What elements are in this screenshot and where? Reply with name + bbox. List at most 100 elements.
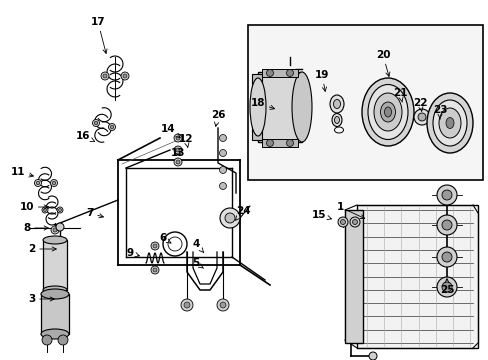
Ellipse shape (329, 95, 343, 113)
Ellipse shape (43, 236, 67, 244)
Text: 11: 11 (11, 167, 33, 177)
Circle shape (53, 228, 57, 232)
Text: 9: 9 (126, 248, 139, 258)
Circle shape (108, 123, 115, 131)
Circle shape (176, 160, 180, 164)
Bar (41, 294, 69, 334)
Text: 4: 4 (192, 239, 203, 252)
Ellipse shape (43, 286, 67, 294)
Circle shape (286, 69, 293, 77)
Bar (262, 69, 297, 77)
Circle shape (436, 247, 456, 267)
Circle shape (417, 113, 425, 121)
Circle shape (441, 220, 451, 230)
Circle shape (51, 226, 59, 234)
Circle shape (101, 72, 109, 80)
Circle shape (219, 166, 226, 174)
Circle shape (441, 252, 451, 262)
Circle shape (52, 181, 56, 185)
Circle shape (436, 185, 456, 205)
Circle shape (441, 190, 451, 200)
Circle shape (217, 299, 228, 311)
Circle shape (286, 140, 293, 147)
Text: 19: 19 (314, 70, 328, 91)
Ellipse shape (41, 329, 69, 339)
Text: 14: 14 (161, 124, 180, 138)
Circle shape (121, 72, 129, 80)
Bar (43, 240, 67, 290)
Circle shape (413, 109, 429, 125)
Ellipse shape (432, 100, 466, 146)
Circle shape (36, 181, 40, 185)
Circle shape (219, 149, 226, 157)
Circle shape (176, 136, 180, 140)
Bar (262, 139, 297, 147)
Text: 16: 16 (76, 131, 95, 141)
Text: 5: 5 (192, 258, 203, 268)
Circle shape (103, 74, 107, 78)
Circle shape (436, 277, 456, 297)
Circle shape (151, 242, 159, 250)
Text: 17: 17 (90, 17, 107, 53)
Text: 6: 6 (159, 233, 171, 243)
Circle shape (42, 335, 52, 345)
Text: 3: 3 (28, 294, 54, 304)
Ellipse shape (361, 78, 413, 146)
Circle shape (352, 220, 357, 225)
Text: 10: 10 (20, 202, 48, 212)
Text: 12: 12 (179, 134, 193, 147)
Circle shape (266, 140, 273, 147)
Circle shape (56, 223, 64, 231)
Circle shape (58, 335, 68, 345)
Text: 23: 23 (432, 105, 447, 119)
Circle shape (220, 208, 240, 228)
Circle shape (151, 266, 159, 274)
Circle shape (50, 180, 58, 186)
Circle shape (220, 302, 225, 308)
Text: 21: 21 (392, 88, 407, 102)
Bar (356, 205, 477, 348)
Text: 7: 7 (86, 208, 103, 218)
Ellipse shape (333, 99, 340, 108)
Ellipse shape (438, 108, 460, 138)
Circle shape (224, 213, 235, 223)
Circle shape (219, 135, 226, 141)
Circle shape (219, 183, 226, 189)
Text: 13: 13 (170, 148, 185, 158)
Circle shape (94, 121, 98, 125)
Circle shape (266, 69, 273, 77)
Circle shape (42, 207, 48, 213)
Circle shape (92, 120, 99, 126)
Text: 26: 26 (210, 110, 225, 126)
Circle shape (174, 134, 182, 142)
Ellipse shape (426, 93, 472, 153)
Text: 20: 20 (375, 50, 389, 76)
Circle shape (337, 217, 347, 227)
Circle shape (153, 268, 157, 272)
Text: 15: 15 (311, 210, 331, 220)
Circle shape (340, 220, 345, 225)
Text: 25: 25 (439, 279, 453, 295)
Circle shape (57, 207, 63, 213)
Ellipse shape (291, 72, 311, 142)
Circle shape (183, 302, 190, 308)
Ellipse shape (367, 85, 407, 140)
Circle shape (181, 299, 193, 311)
Circle shape (153, 244, 157, 248)
Ellipse shape (384, 107, 391, 117)
Text: 22: 22 (412, 98, 427, 111)
Text: 24: 24 (235, 206, 250, 220)
Circle shape (174, 146, 182, 154)
Circle shape (123, 74, 127, 78)
Circle shape (43, 208, 46, 212)
Text: 2: 2 (28, 244, 56, 254)
Circle shape (59, 208, 61, 212)
Circle shape (110, 125, 114, 129)
Ellipse shape (445, 117, 453, 129)
Circle shape (176, 148, 180, 152)
Ellipse shape (41, 289, 69, 299)
Ellipse shape (334, 117, 339, 123)
Text: 1: 1 (336, 202, 364, 219)
Circle shape (349, 217, 359, 227)
Ellipse shape (331, 113, 341, 126)
